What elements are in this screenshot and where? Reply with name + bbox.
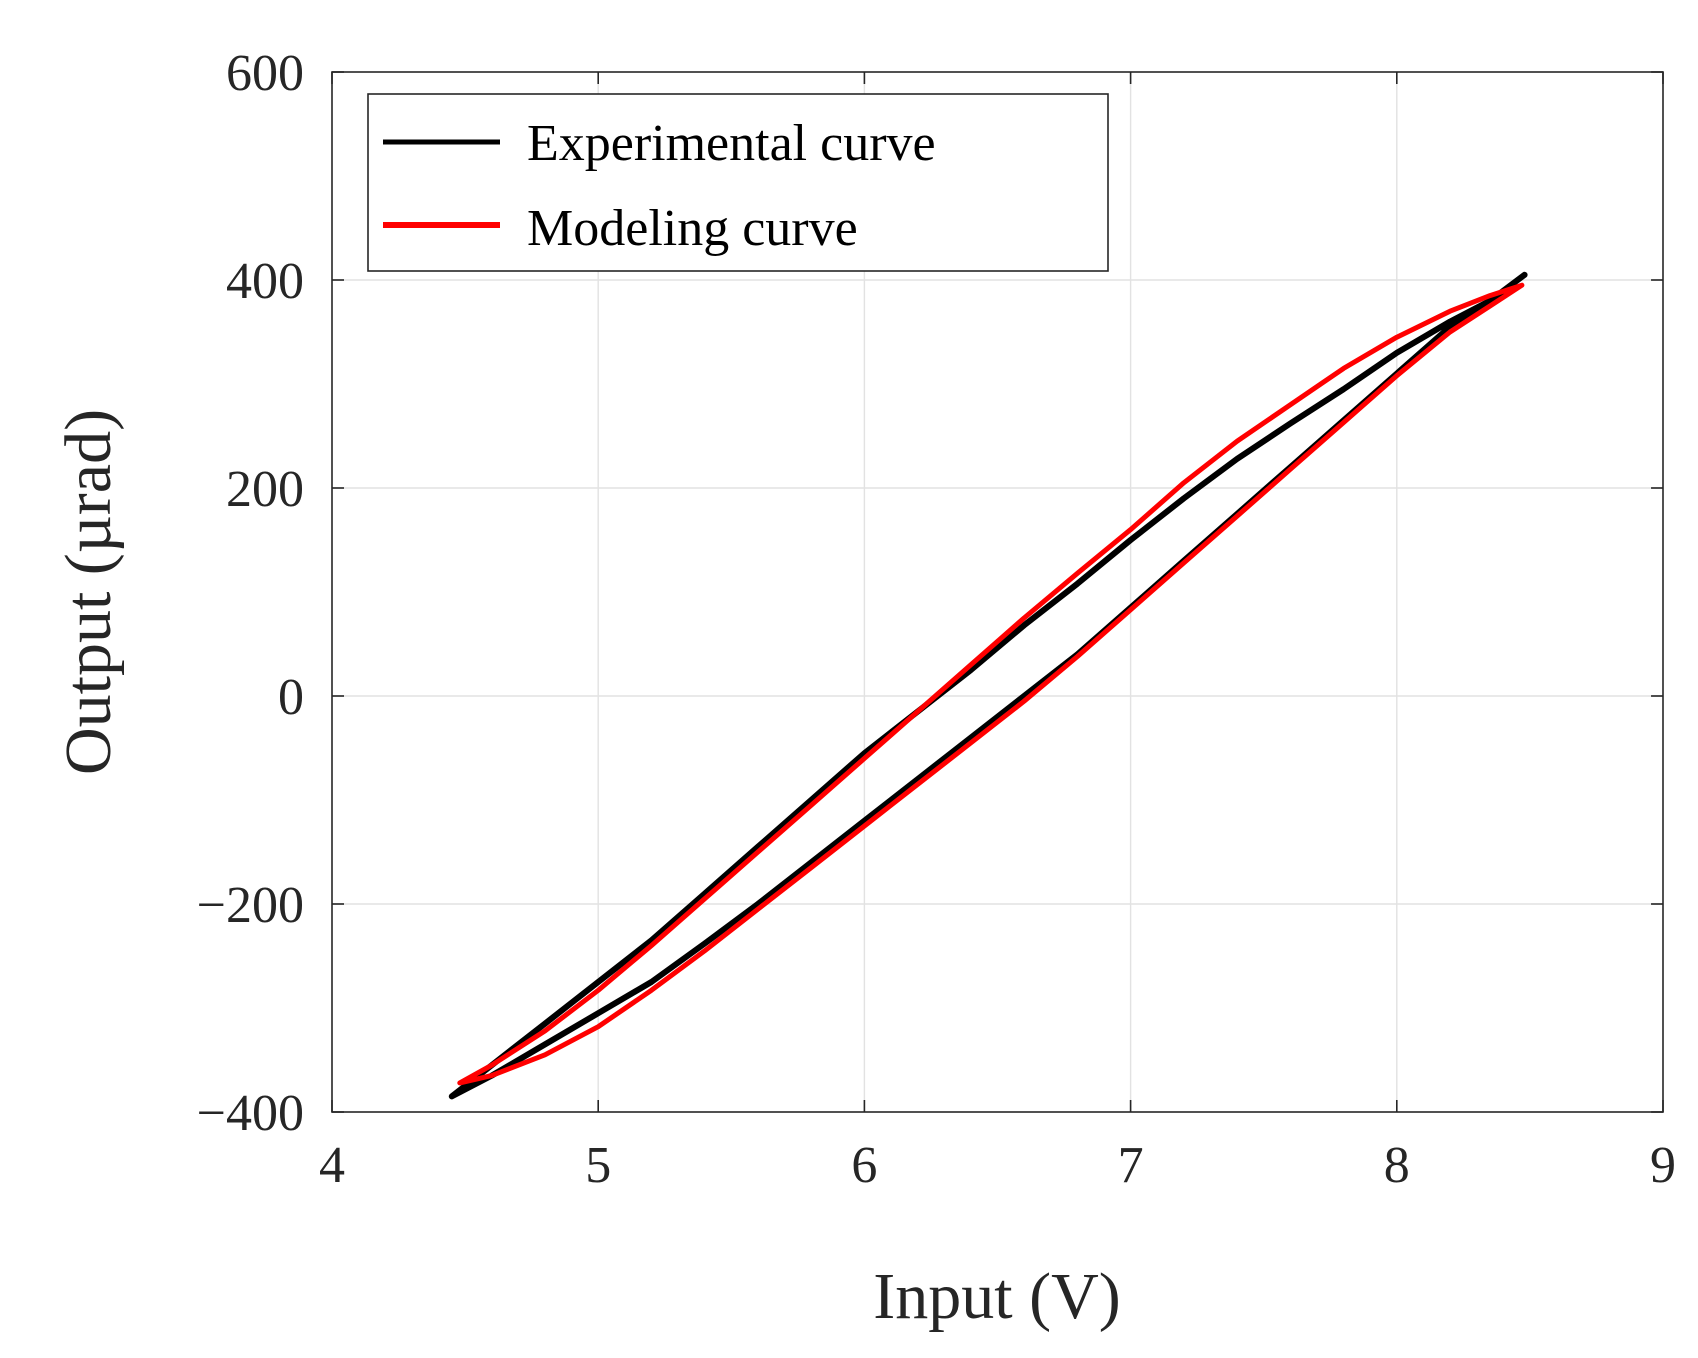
modeling-curve xyxy=(457,282,1525,1086)
experimental-curve xyxy=(448,271,1528,1100)
legend-label-experimental: Experimental curve xyxy=(527,115,936,172)
ticks: 4 5 6 7 8 9 600 400 200 0 −200 −400 xyxy=(197,45,1676,1194)
legend-box xyxy=(367,93,1109,272)
y-tick-label: 600 xyxy=(226,45,304,102)
x-tick-label: 6 xyxy=(851,1137,877,1194)
series-layer xyxy=(448,271,1528,1100)
x-tick-label: 5 xyxy=(585,1137,611,1194)
y-tick-label: 200 xyxy=(226,461,304,518)
legend-label-modeling: Modeling curve xyxy=(527,200,858,257)
plot-frame xyxy=(331,71,1664,1113)
y-tick-label: −400 xyxy=(197,1085,304,1142)
x-tick-label: 7 xyxy=(1118,1137,1144,1194)
x-axis-title: Input (V) xyxy=(873,1260,1120,1333)
y-tick-label: 400 xyxy=(226,253,304,310)
x-tick-label: 4 xyxy=(319,1137,345,1194)
x-tick-label: 9 xyxy=(1650,1137,1676,1194)
y-tick-label: 0 xyxy=(278,669,304,726)
x-tick-label: 8 xyxy=(1384,1137,1410,1194)
y-axis-title: Output (µrad) xyxy=(52,409,125,775)
legend: Experimental curve Modeling curve xyxy=(367,93,1109,272)
y-tick-label: −200 xyxy=(197,877,304,934)
